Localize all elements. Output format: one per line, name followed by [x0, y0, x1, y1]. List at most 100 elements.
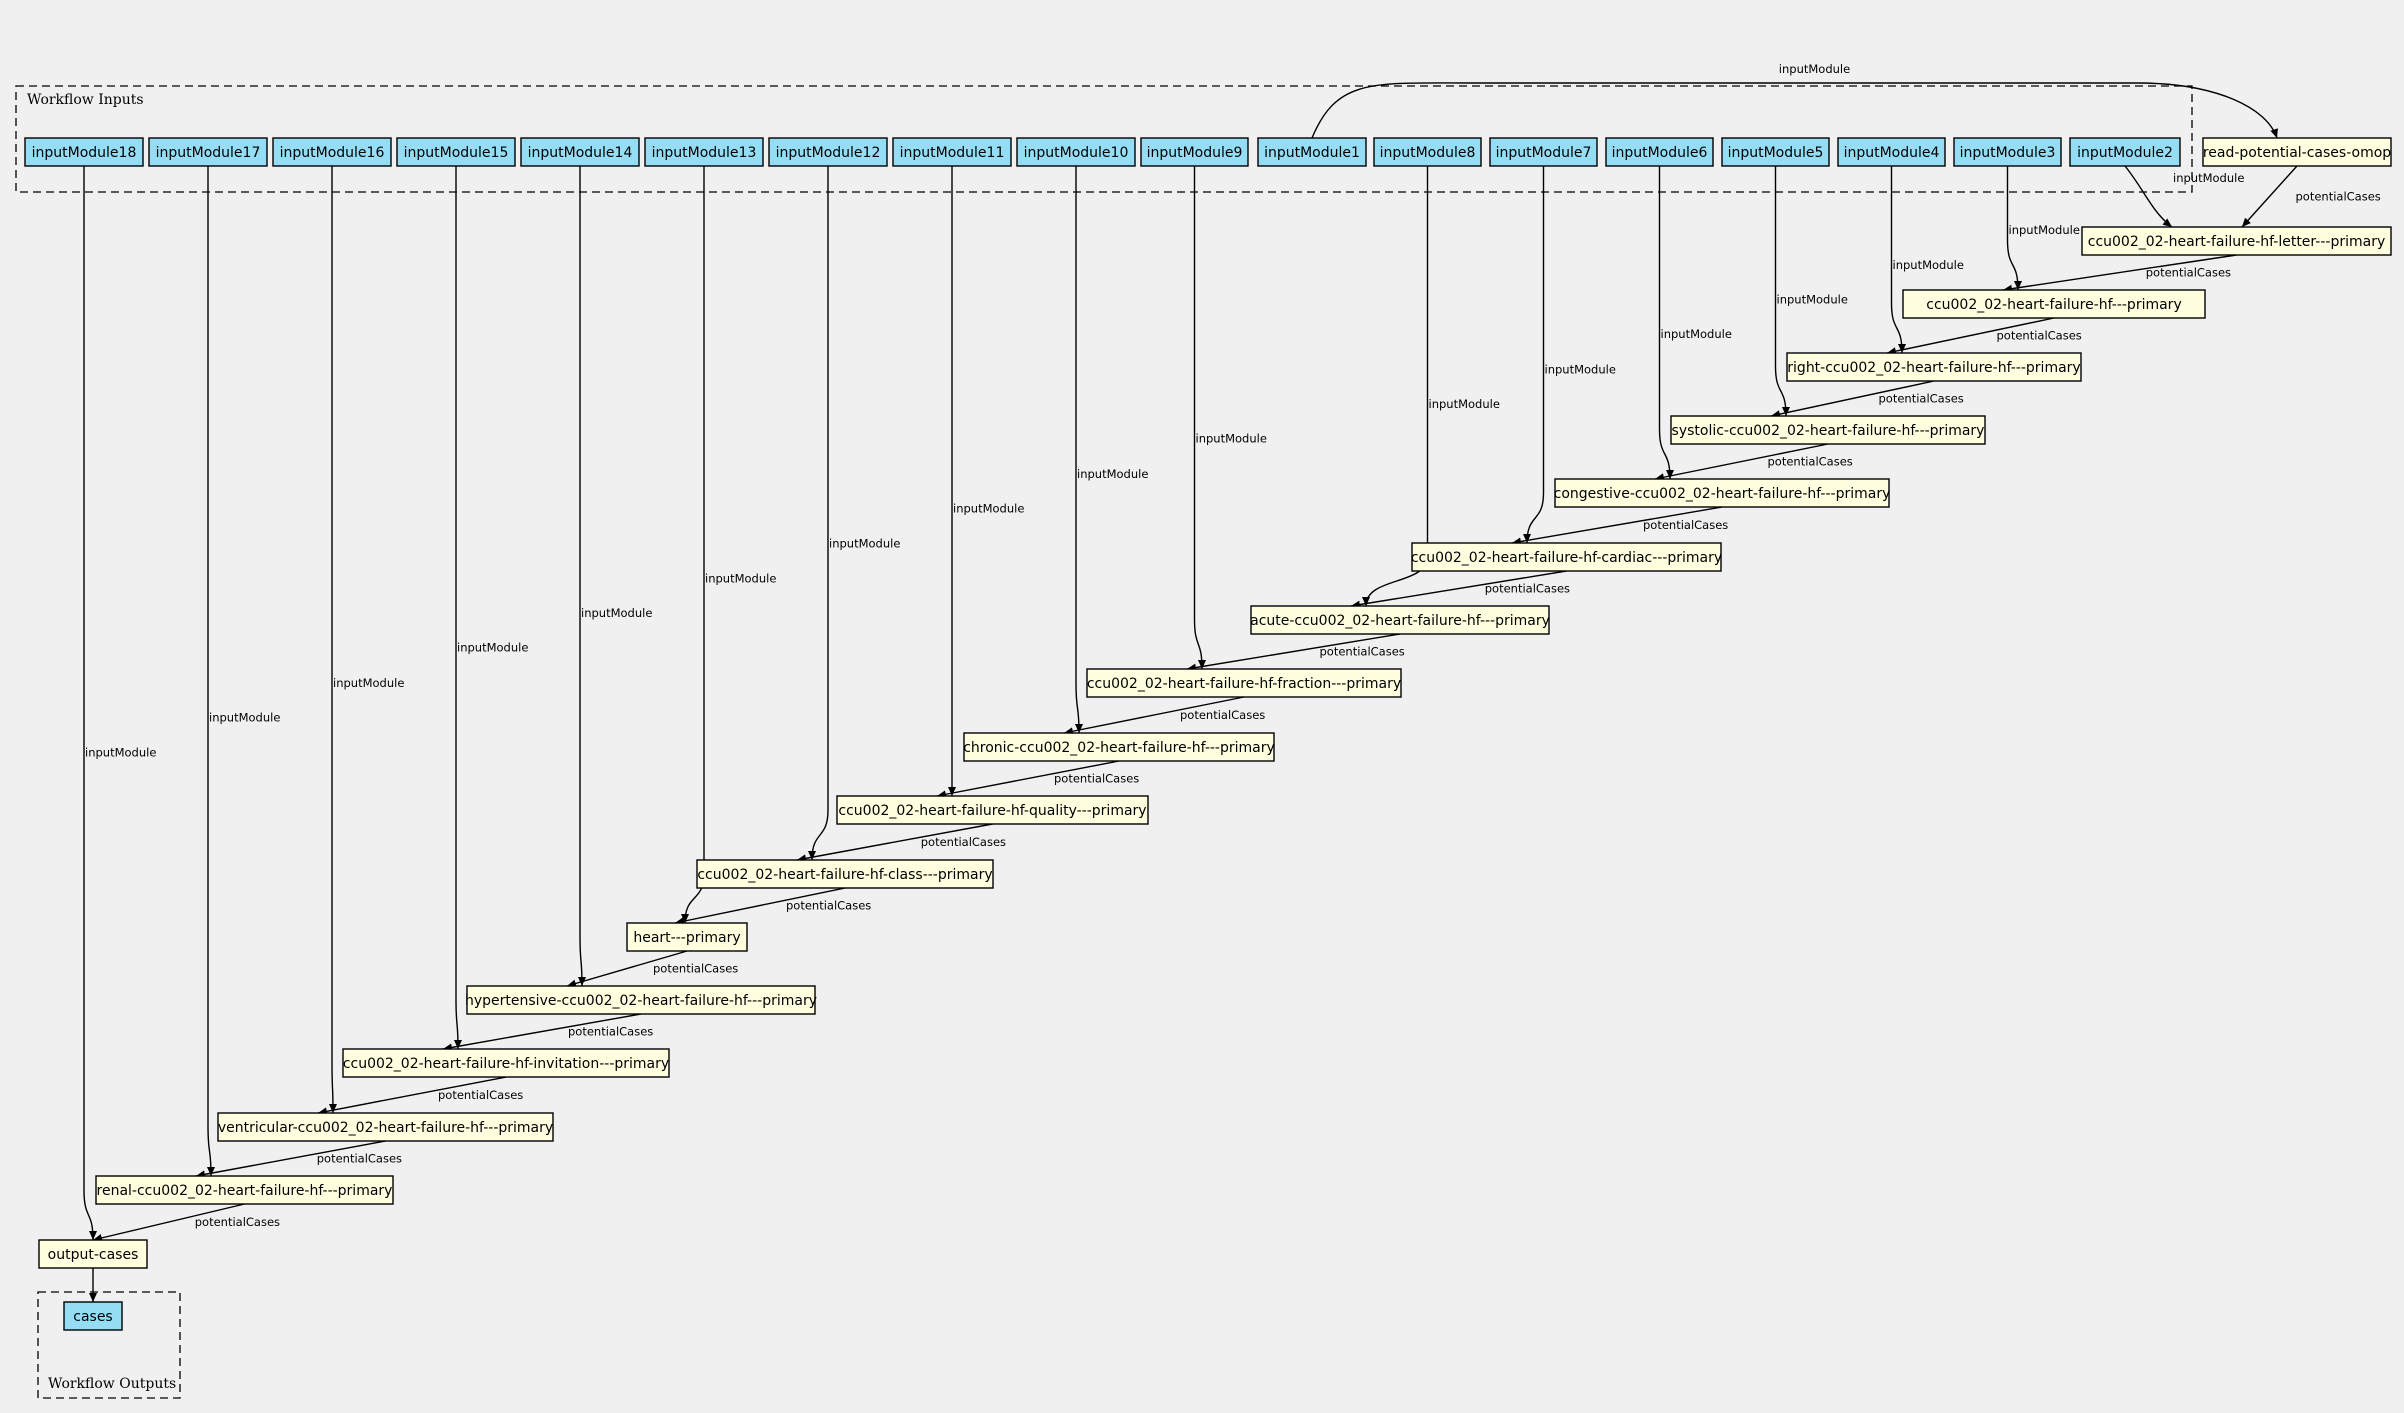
input-node-in8[interactable]: inputModule8	[1373, 137, 1482, 167]
input-node-box[interactable]	[24, 137, 144, 167]
input-node-in2[interactable]: inputModule2	[2069, 137, 2181, 167]
input-node-in15[interactable]: inputModule15	[396, 137, 516, 167]
input-node-box[interactable]	[1721, 137, 1830, 167]
step-node-box[interactable]	[1554, 478, 1890, 508]
input-node-box[interactable]	[1257, 137, 1367, 167]
input-node-in6[interactable]: inputModule6	[1605, 137, 1714, 167]
edge-line	[566, 950, 688, 988]
edge-s9-s10: potentialCases	[936, 760, 1139, 799]
input-node-box[interactable]	[1837, 137, 1946, 167]
step-node-box[interactable]	[696, 859, 994, 889]
step-node-box[interactable]	[2081, 226, 2392, 256]
input-node-in12[interactable]: inputModule12	[768, 137, 888, 167]
step-node-s6[interactable]: ccu002_02-heart-failure-hf-cardiac---pri…	[1411, 542, 1722, 572]
output-node-box[interactable]	[63, 1301, 123, 1331]
step-node-box[interactable]	[1086, 668, 1402, 698]
step-node-box[interactable]	[963, 732, 1275, 762]
step-node-s3[interactable]: right-ccu002_02-heart-failure-hf---prima…	[1786, 352, 2082, 382]
input-node-label: inputModule4	[1844, 145, 1940, 161]
edge-line	[1523, 166, 1545, 544]
step-node-s4[interactable]: systolic-ccu002_02-heart-failure-hf---pr…	[1670, 415, 1986, 445]
input-node-box[interactable]	[1140, 137, 1249, 167]
input-node-box[interactable]	[1605, 137, 1714, 167]
input-node-box[interactable]	[148, 137, 268, 167]
input-node-in16[interactable]: inputModule16	[272, 137, 392, 167]
step-node-box[interactable]	[1902, 289, 2206, 319]
step-node-s7[interactable]: acute-ccu002_02-heart-failure-hf---prima…	[1250, 605, 1550, 635]
input-node-in10[interactable]: inputModule10	[1016, 137, 1136, 167]
input-node-in14[interactable]: inputModule14	[520, 137, 640, 167]
input-node-box[interactable]	[768, 137, 888, 167]
step-node-box[interactable]	[2202, 137, 2392, 167]
step-node-s5[interactable]: congestive-ccu002_02-heart-failure-hf---…	[1554, 478, 1891, 508]
step-node-box[interactable]	[38, 1239, 148, 1269]
step-node-box[interactable]	[1411, 542, 1722, 572]
input-node-box[interactable]	[272, 137, 392, 167]
step-node-box[interactable]	[1786, 352, 2082, 382]
step-node-box[interactable]	[95, 1175, 394, 1205]
input-node-in17[interactable]: inputModule17	[148, 137, 268, 167]
input-node-box[interactable]	[1016, 137, 1136, 167]
input-node-label: inputModule13	[652, 145, 757, 161]
step-node-label: chronic-ccu002_02-heart-failure-hf---pri…	[963, 740, 1275, 756]
step-node-s13[interactable]: hypertensive-ccu002_02-heart-failure-hf-…	[465, 985, 817, 1015]
edge-label: potentialCases	[195, 1215, 280, 1229]
edge-label: inputModule	[705, 571, 776, 585]
input-node-box[interactable]	[520, 137, 640, 167]
step-node-s1[interactable]: ccu002_02-heart-failure-hf-letter---prim…	[2081, 226, 2392, 256]
step-node-box[interactable]	[342, 1048, 670, 1078]
input-node-box[interactable]	[1489, 137, 1598, 167]
step-node-label: ccu002_02-heart-failure-hf-letter---prim…	[2088, 234, 2385, 250]
edge-s15-s16: potentialCases	[195, 1140, 402, 1179]
input-node-in4[interactable]: inputModule4	[1837, 137, 1946, 167]
edge-line	[2006, 166, 2022, 291]
input-node-in7[interactable]: inputModule7	[1489, 137, 1598, 167]
edge-label: potentialCases	[1320, 645, 1405, 659]
edge-label: inputModule	[2009, 223, 2080, 237]
edge-label: inputModule	[581, 606, 652, 620]
step-node-box[interactable]	[466, 985, 816, 1015]
step-node-label: renal-ccu002_02-heart-failure-hf---prima…	[97, 1183, 393, 1199]
step-node-s0[interactable]: read-potential-cases-omop	[2202, 137, 2392, 167]
edge-label: potentialCases	[317, 1152, 402, 1166]
edge-label: potentialCases	[1054, 772, 1139, 786]
input-node-box[interactable]	[396, 137, 516, 167]
edge-s1-s2: potentialCases	[2002, 254, 2237, 293]
input-node-box[interactable]	[1953, 137, 2062, 167]
step-node-box[interactable]	[1250, 605, 1550, 635]
output-node-out[interactable]: cases	[63, 1301, 123, 1331]
step-node-s8[interactable]: ccu002_02-heart-failure-hf-fraction---pr…	[1086, 668, 1402, 698]
edge-line	[1770, 380, 1935, 419]
edge-line	[2002, 254, 2237, 293]
step-node-s17[interactable]: output-cases	[38, 1239, 148, 1269]
step-node-box[interactable]	[626, 922, 748, 952]
input-node-box[interactable]	[892, 137, 1012, 167]
input-node-box[interactable]	[2069, 137, 2181, 167]
input-node-box[interactable]	[644, 137, 764, 167]
step-node-s14[interactable]: ccu002_02-heart-failure-hf-invitation---…	[342, 1048, 670, 1078]
step-node-box[interactable]	[1670, 415, 1986, 445]
step-node-s10[interactable]: ccu002_02-heart-failure-hf-quality---pri…	[836, 795, 1149, 825]
input-node-in18[interactable]: inputModule18	[24, 137, 144, 167]
step-node-box[interactable]	[217, 1112, 554, 1142]
input-node-in9[interactable]: inputModule9	[1140, 137, 1249, 167]
step-node-s16[interactable]: renal-ccu002_02-heart-failure-hf---prima…	[95, 1175, 394, 1205]
step-node-s11[interactable]: ccu002_02-heart-failure-hf-class---prima…	[696, 859, 994, 889]
input-node-in13[interactable]: inputModule13	[644, 137, 764, 167]
step-node-s12[interactable]: heart---primary	[626, 922, 748, 952]
input-node-in5[interactable]: inputModule5	[1721, 137, 1830, 167]
edge-line	[1063, 696, 1245, 736]
input-node-in3[interactable]: inputModule3	[1953, 137, 2062, 167]
edge-label: inputModule	[1661, 327, 1732, 341]
step-node-box[interactable]	[836, 795, 1149, 825]
step-node-s2[interactable]: ccu002_02-heart-failure-hf---primary	[1902, 289, 2206, 319]
step-node-s9[interactable]: chronic-ccu002_02-heart-failure-hf---pri…	[963, 732, 1275, 762]
input-node-in11[interactable]: inputModule11	[892, 137, 1012, 167]
step-node-s15[interactable]: ventricular-ccu002_02-heart-failure-hf--…	[217, 1112, 554, 1142]
edge-label: inputModule	[1779, 62, 1850, 76]
input-node-box[interactable]	[1373, 137, 1482, 167]
step-node-label: read-potential-cases-omop	[2203, 145, 2391, 161]
input-node-in1[interactable]: inputModule1	[1257, 137, 1367, 167]
edge-label: potentialCases	[2146, 266, 2231, 280]
edge-line	[1654, 443, 1829, 482]
